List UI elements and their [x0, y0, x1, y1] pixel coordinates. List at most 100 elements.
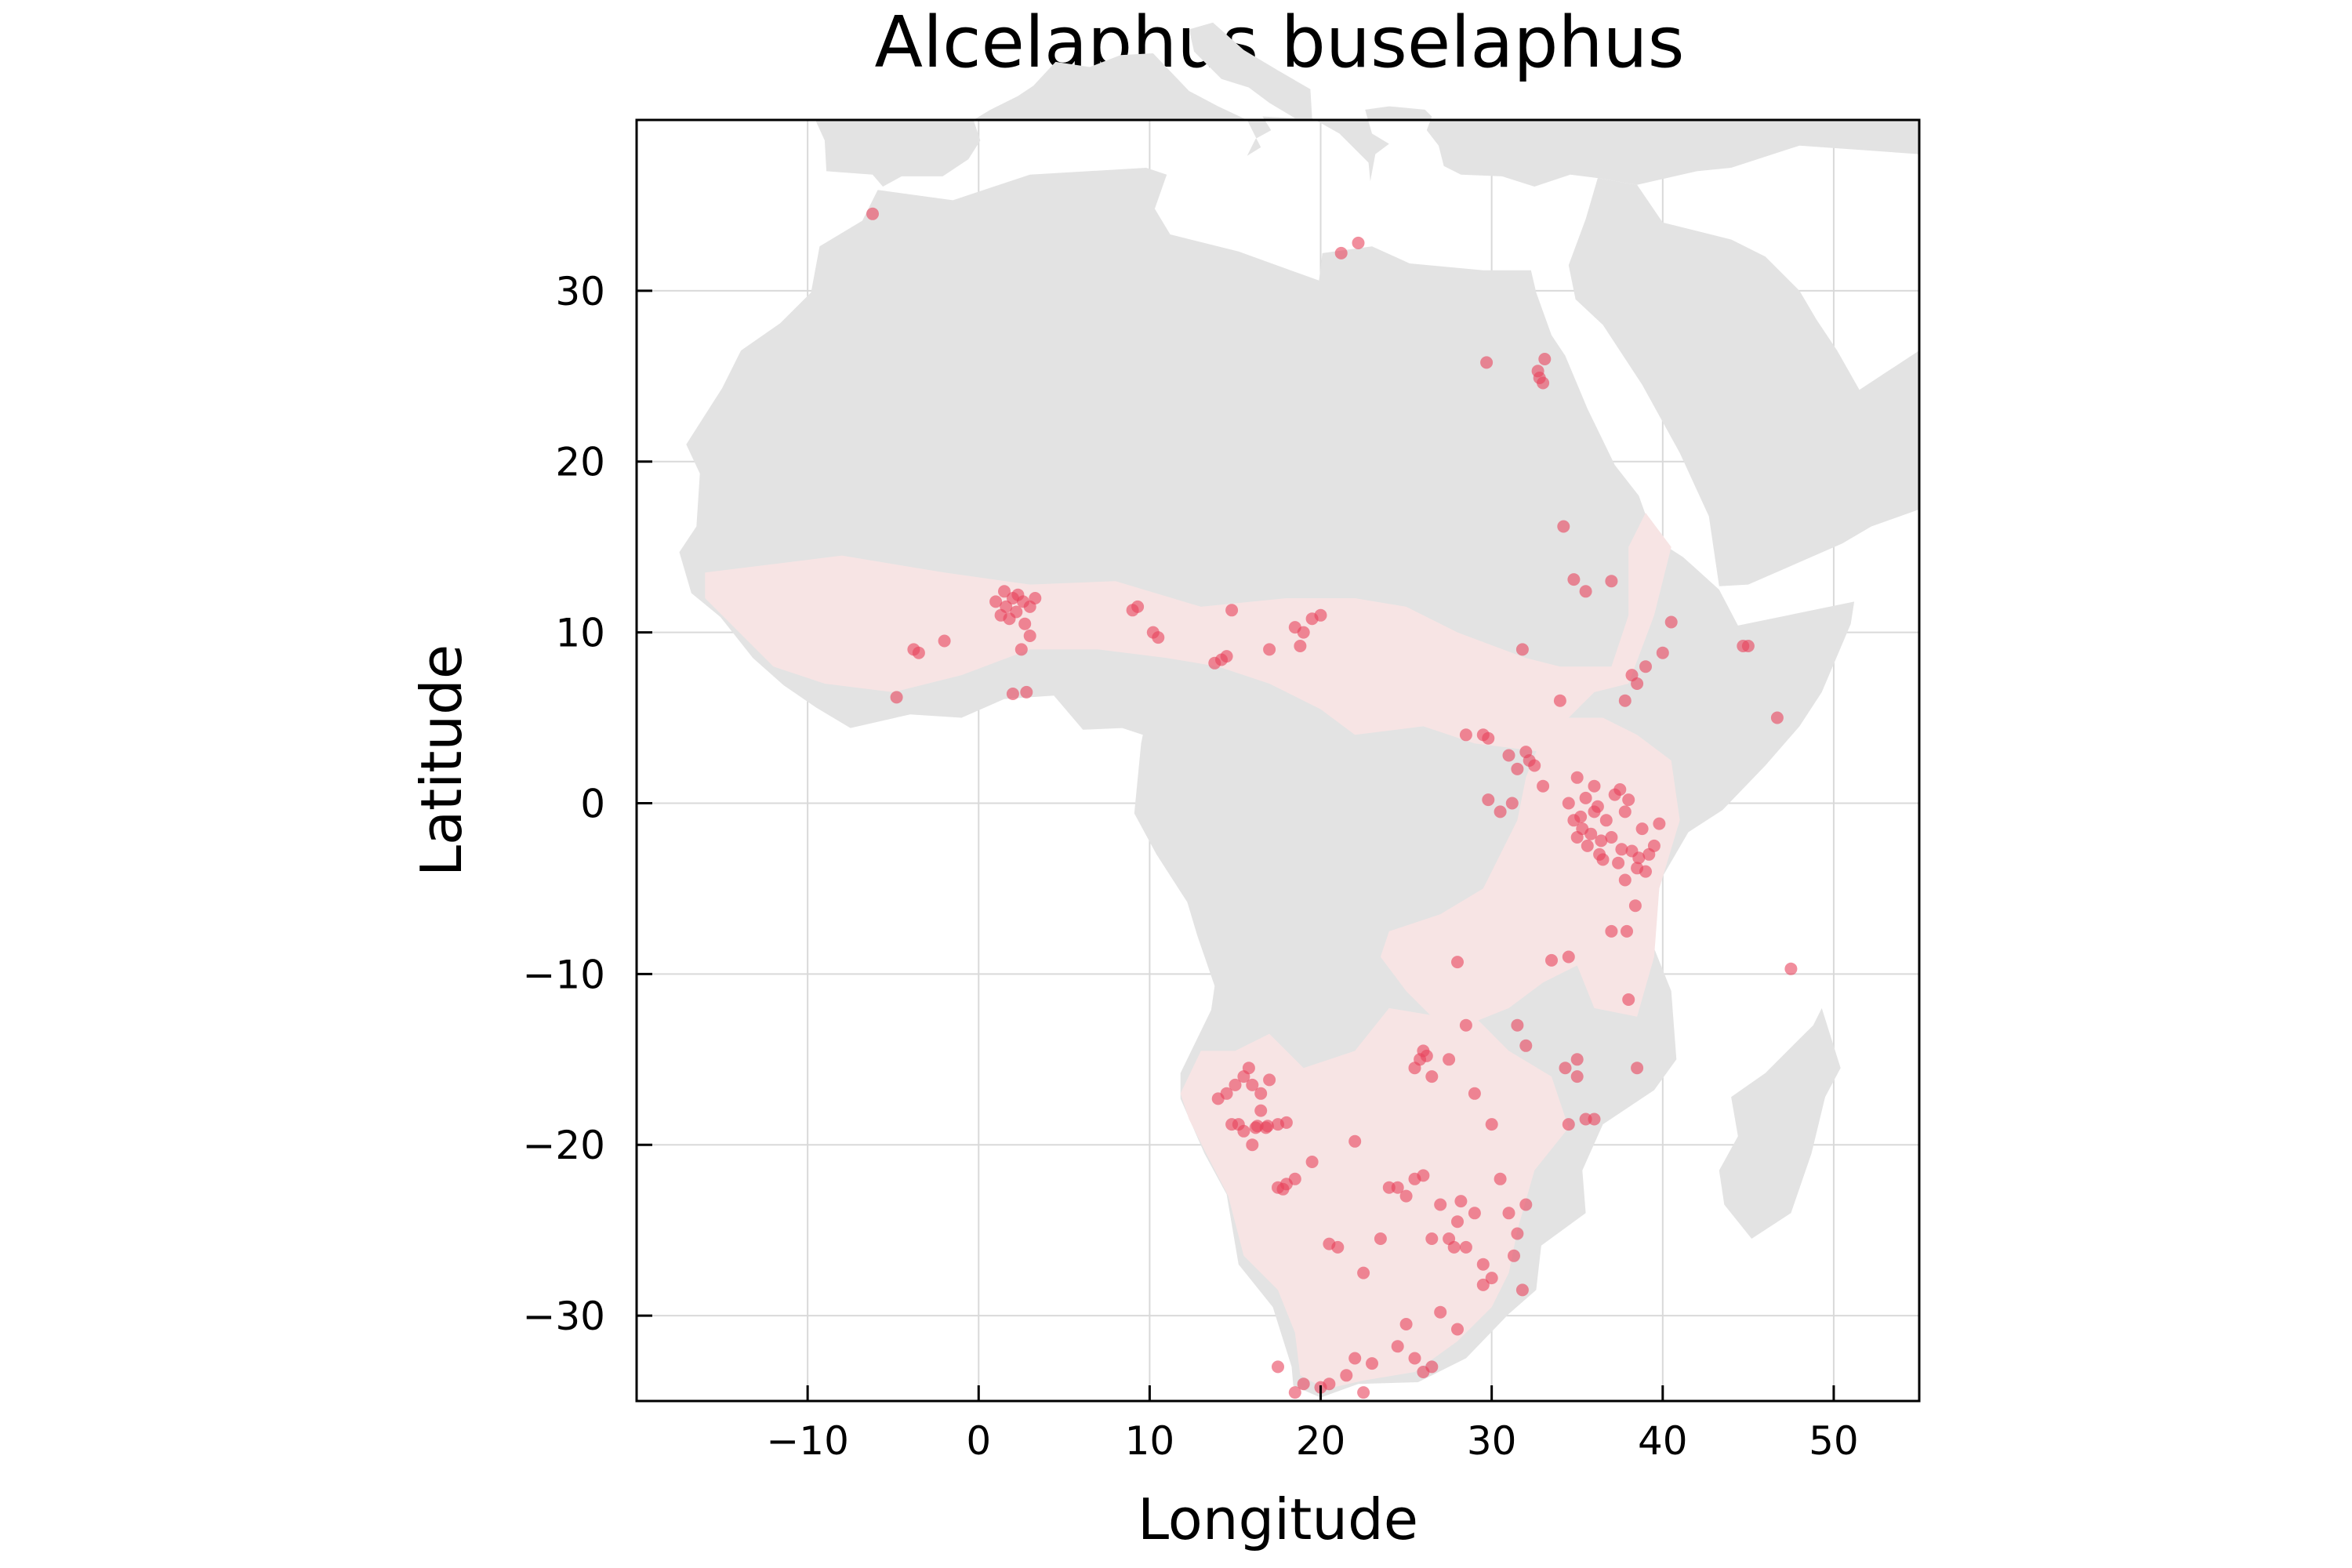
data-point	[1519, 1198, 1533, 1211]
data-point	[1562, 797, 1575, 810]
x-axis-label: Longitude	[1138, 1486, 1418, 1552]
data-point	[1254, 1104, 1268, 1117]
y-tick-label: −10	[522, 952, 605, 997]
occurrence-points	[866, 207, 1798, 1399]
data-point	[1391, 1181, 1404, 1194]
data-point	[1631, 862, 1644, 875]
data-point	[1451, 956, 1464, 969]
data-point	[1425, 1232, 1439, 1245]
data-point	[1621, 924, 1633, 938]
data-point	[1297, 626, 1310, 639]
y-axis-ticks: −30 −20 −10 0 10 20 30	[522, 269, 652, 1339]
data-point	[1254, 1087, 1268, 1100]
y-tick-label: 10	[555, 611, 605, 656]
data-point	[1340, 1369, 1353, 1382]
y-axis-label: Latitude	[408, 644, 474, 877]
data-point	[1434, 1305, 1447, 1319]
data-point	[1220, 650, 1233, 663]
data-point	[1399, 1189, 1413, 1203]
data-point	[1618, 805, 1632, 818]
data-point	[866, 207, 879, 220]
y-tick-label: −20	[522, 1123, 605, 1168]
data-point	[1562, 1118, 1575, 1131]
data-point	[1020, 685, 1033, 699]
data-point	[1494, 805, 1507, 818]
data-point	[1559, 1062, 1572, 1075]
data-point	[1305, 1156, 1319, 1168]
x-tick-label: −10	[766, 1418, 849, 1464]
data-point	[1246, 1078, 1259, 1091]
data-point	[1323, 1377, 1336, 1391]
data-point	[1639, 660, 1652, 673]
data-point	[1334, 246, 1348, 260]
data-point	[1288, 1386, 1301, 1399]
data-point	[1618, 694, 1632, 707]
data-point	[1528, 759, 1541, 772]
data-point	[1628, 899, 1642, 913]
x-tick-label: 40	[1638, 1418, 1688, 1464]
data-point	[1570, 1070, 1584, 1083]
data-point	[1263, 1073, 1276, 1087]
data-point	[1579, 791, 1592, 804]
data-point	[1581, 839, 1594, 852]
data-point	[1425, 1070, 1439, 1083]
data-point	[1511, 762, 1524, 775]
data-point	[890, 691, 903, 704]
data-point	[1249, 1121, 1262, 1134]
plot-frame	[635, 118, 1921, 1403]
data-point	[1612, 856, 1625, 869]
data-point	[1595, 834, 1608, 848]
data-point	[1567, 573, 1581, 586]
data-point	[1635, 822, 1649, 836]
data-point	[1357, 1266, 1370, 1279]
data-point	[1366, 1357, 1378, 1370]
data-point	[1272, 1360, 1284, 1374]
data-point	[1420, 1049, 1433, 1062]
y-tick-label: 20	[555, 440, 605, 485]
y-tick-label: 30	[555, 269, 605, 314]
data-point	[1000, 600, 1013, 613]
data-point	[1588, 779, 1601, 793]
land-africa	[679, 168, 1855, 1398]
data-point	[1229, 1078, 1242, 1091]
data-point	[1770, 711, 1784, 724]
data-point	[1447, 1240, 1461, 1254]
data-point	[1261, 1120, 1274, 1133]
data-point	[1545, 953, 1558, 967]
data-point	[1515, 1283, 1529, 1297]
data-point	[1519, 746, 1533, 759]
land-europe	[816, 22, 1919, 187]
data-point	[1263, 643, 1276, 656]
range-south	[1180, 1007, 1569, 1389]
data-point	[1131, 600, 1145, 613]
data-point	[1515, 643, 1529, 656]
data-point	[1276, 1182, 1290, 1196]
data-point	[1010, 605, 1023, 619]
data-point	[1642, 848, 1656, 861]
data-point	[1014, 643, 1028, 656]
data-point	[1588, 1112, 1601, 1126]
data-point	[1511, 1227, 1524, 1240]
data-point	[1480, 356, 1494, 369]
data-point	[1225, 604, 1239, 617]
data-point	[1352, 236, 1365, 249]
chart-title: Alcelaphus buselaphus	[875, 2, 1685, 84]
data-point	[912, 646, 925, 659]
data-point	[1656, 646, 1669, 659]
data-point	[1579, 585, 1592, 598]
data-point	[1357, 1386, 1370, 1399]
data-point	[1434, 1198, 1447, 1211]
data-point	[1502, 749, 1515, 762]
data-point	[1348, 1352, 1362, 1365]
data-point	[1631, 1062, 1644, 1075]
species-range	[705, 513, 1680, 1389]
data-point	[1417, 1169, 1430, 1182]
data-point	[1505, 797, 1519, 810]
data-point	[1225, 1118, 1239, 1131]
x-tick-label: 10	[1125, 1418, 1175, 1464]
data-point	[1599, 814, 1613, 827]
data-point	[1331, 1240, 1345, 1254]
data-point	[1482, 793, 1495, 807]
